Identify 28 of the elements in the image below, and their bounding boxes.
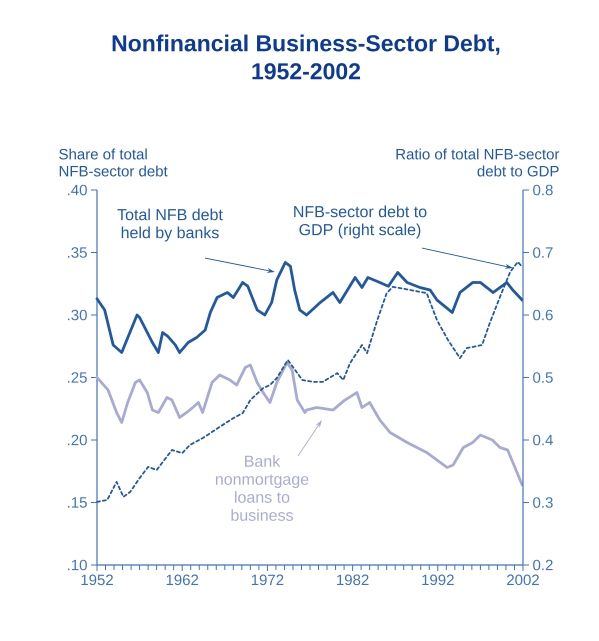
y2-tick-label: 0.3	[533, 497, 553, 508]
y2-tick-label: 0.6	[533, 310, 553, 320]
y2-tick-label: 0.2	[533, 560, 553, 570]
y-tick-label: .10	[68, 560, 87, 570]
legend-label: Bank nonmortgage loans to business	[216, 455, 308, 521]
line-series	[96, 361, 524, 486]
x-tick-label: 1952	[81, 574, 113, 586]
y2-axis-title: Ratio of total NFB-sector debt to GDP	[396, 148, 560, 176]
y2-tick-label: 0.5	[533, 372, 553, 383]
y-tick-label: .30	[68, 310, 87, 320]
chart-title: Nonfinancial Business-Sector Debt, 1952-2002	[112, 34, 500, 80]
line-series	[96, 260, 524, 503]
y-tick-label: .25	[68, 372, 87, 383]
text: Total NFB debt held by banks	[117, 208, 223, 242]
text: NFB-sector debt to GDP (right scale)	[294, 206, 426, 238]
y2-tick-label: 0.4	[533, 434, 553, 446]
y2-tick-label: 0.7	[533, 247, 553, 258]
y-tick-label: .20	[68, 434, 87, 446]
x-tick-label: 1982	[337, 574, 369, 586]
x-tick-label: 1962	[166, 574, 198, 586]
x-tick-label: 1972	[252, 574, 284, 586]
y-tick-label: .15	[68, 497, 87, 508]
x-tick-label: 1992	[422, 574, 454, 586]
y2-tick-label: 0.8	[533, 184, 553, 196]
y-tick-label: .40	[68, 184, 87, 196]
y-axis-title: Share of total NFB-sector debt	[59, 148, 168, 176]
x-tick-label: 2002	[507, 574, 539, 586]
y-tick-label: .35	[68, 247, 87, 258]
